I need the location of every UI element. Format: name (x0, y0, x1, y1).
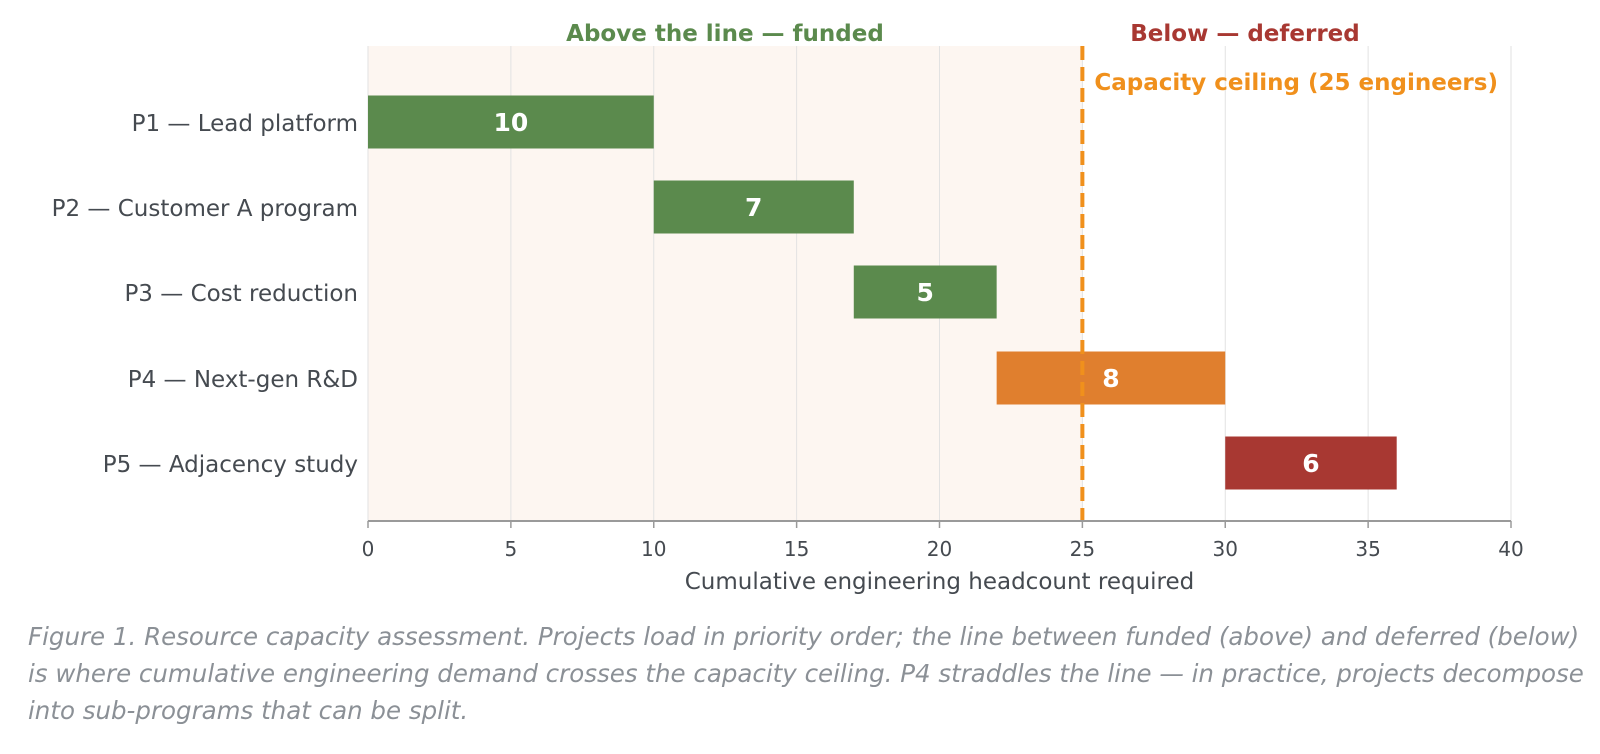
deferred-region-label: Below — deferred (1130, 21, 1360, 47)
x-tick-label: 25 (1070, 537, 1095, 561)
capacity-chart: 10 7 5 8 6 0 5 10 15 20 25 30 35 40 P1 — Lead platfo… (52, 21, 1524, 595)
bar-value-label: 7 (745, 193, 762, 222)
category-label: P4 — Next-gen R&D (128, 367, 358, 393)
bar (853, 265, 997, 319)
x-tick-label: 0 (362, 537, 375, 561)
x-axis-label: Cumulative engineering headcount require… (685, 569, 1195, 595)
bar (1225, 436, 1397, 490)
x-tick-label: 5 (505, 537, 518, 561)
x-axis-ticks: 0 5 10 15 20 25 30 35 40 (362, 521, 1524, 561)
bar (996, 351, 1226, 405)
x-tick-label: 10 (641, 537, 666, 561)
category-label: P1 — Lead platform (132, 111, 358, 137)
figure-caption: Figure 1. Resource capacity assessment. … (28, 622, 1584, 725)
x-tick-label: 35 (1355, 537, 1380, 561)
bar (653, 180, 854, 234)
bar (368, 95, 654, 149)
category-label: P5 — Adjacency study (103, 452, 358, 478)
x-tick-label: 15 (784, 537, 809, 561)
x-tick-label: 40 (1498, 537, 1523, 561)
bar-value-label: 8 (1102, 364, 1119, 393)
x-tick-label: 30 (1213, 537, 1238, 561)
category-label: P2 — Customer A program (52, 196, 358, 222)
bar-value-label: 10 (493, 108, 528, 137)
category-label: P3 — Cost reduction (124, 281, 358, 307)
category-labels: P1 — Lead platform P2 — Customer A progra… (52, 111, 358, 478)
funded-region-label: Above the line — funded (566, 21, 884, 47)
bar-value-label: 5 (917, 278, 934, 307)
capacity-ceiling-label: Capacity ceiling (25 engineers) (1094, 70, 1498, 96)
x-tick-label: 20 (927, 537, 952, 561)
bars: 10 7 5 8 6 (368, 95, 1397, 490)
bar-value-label: 6 (1302, 449, 1319, 478)
